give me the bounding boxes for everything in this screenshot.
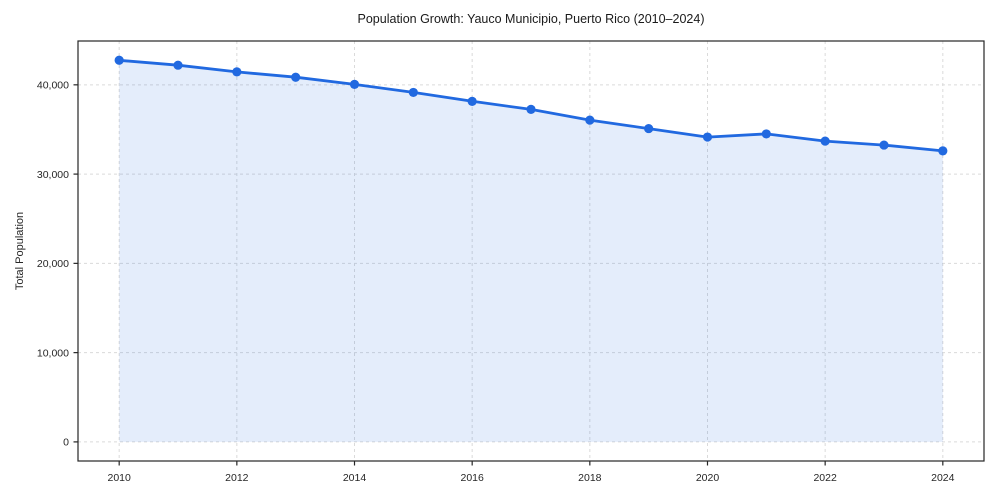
data-point	[879, 140, 889, 150]
x-tick-label: 2024	[931, 472, 955, 484]
x-tick-label: 2010	[108, 472, 132, 484]
x-tick-label: 2012	[225, 472, 249, 484]
y-tick-label: 20,000	[37, 258, 69, 270]
data-point	[820, 136, 830, 146]
data-point	[467, 96, 477, 106]
x-tick-label: 2020	[696, 472, 720, 484]
y-tick-label: 40,000	[37, 80, 69, 92]
area-fill	[119, 60, 943, 442]
chart-title: Population Growth: Yauco Municipio, Puer…	[357, 12, 705, 26]
data-point	[291, 72, 301, 82]
data-point	[585, 115, 595, 125]
data-point	[644, 123, 654, 134]
plot-border	[77, 40, 985, 462]
data-point	[761, 129, 771, 139]
data-point	[408, 87, 418, 98]
data-point	[232, 67, 242, 77]
x-tick-label: 2016	[460, 472, 484, 484]
data-point	[702, 132, 713, 142]
x-tick-label: 2022	[813, 472, 837, 484]
y-tick-label: 0	[63, 437, 69, 449]
x-tick-label: 2018	[578, 472, 602, 484]
x-tick-label: 2014	[343, 472, 367, 484]
data-point	[938, 146, 948, 156]
data-point	[349, 79, 360, 89]
y-tick-label: 10,000	[37, 347, 69, 359]
data-point	[526, 104, 536, 114]
data-point	[173, 60, 183, 70]
y-axis-label: Total Population	[14, 211, 26, 291]
data-point	[114, 55, 124, 65]
y-tick-label: 30,000	[37, 169, 69, 181]
